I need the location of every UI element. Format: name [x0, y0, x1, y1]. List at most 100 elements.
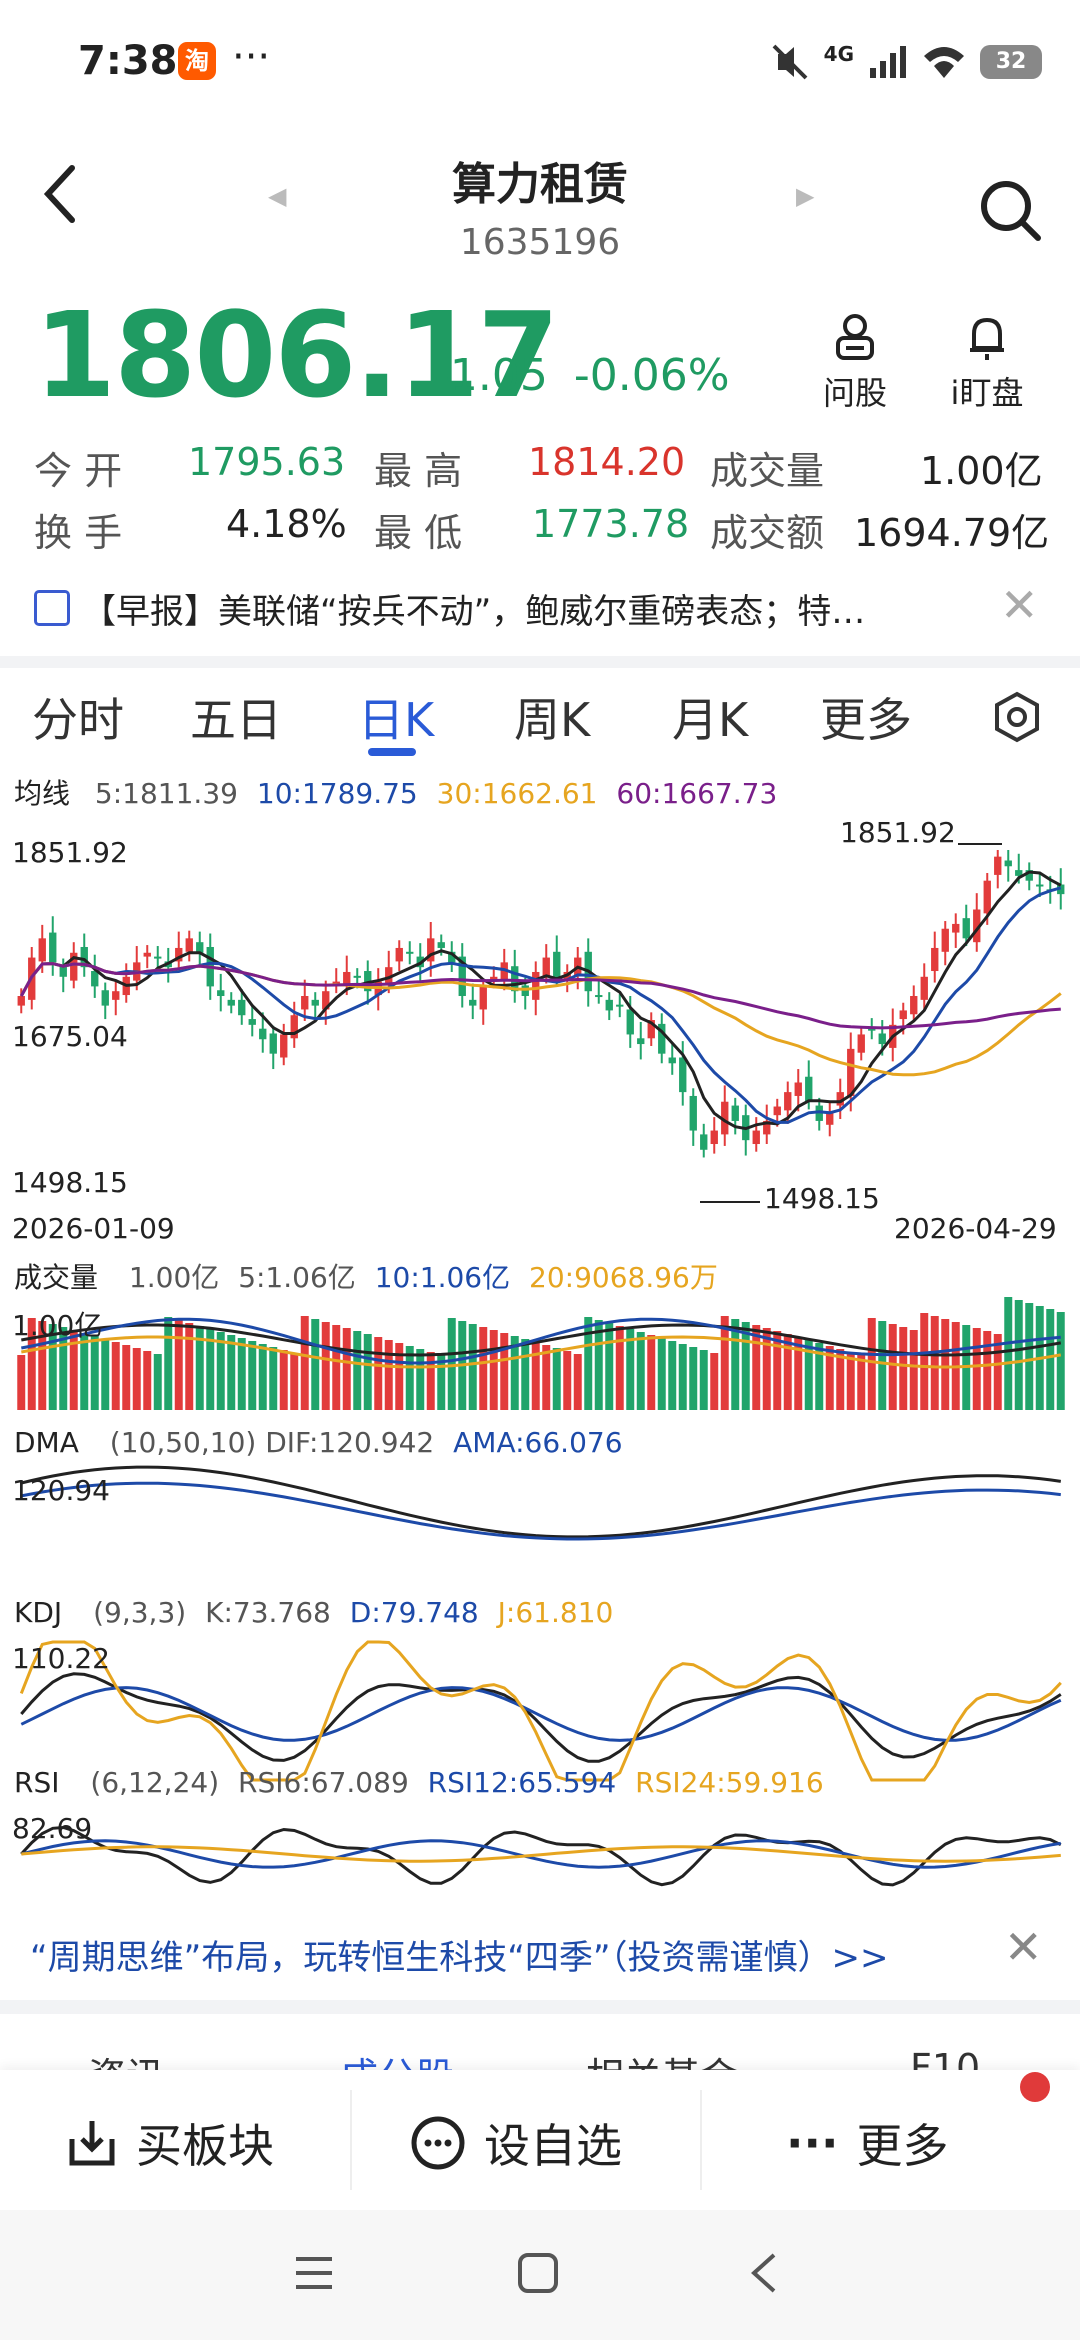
ad-text[interactable]: “周期思维”布局，玩转恒生科技“四季”（投资需谨慎）>>: [30, 1938, 889, 1978]
more-dots-icon: ···: [786, 2116, 839, 2170]
candle-body: [437, 942, 445, 948]
news-text[interactable]: 【早报】美联储“按兵不动”，鲍威尔重磅表态；特…: [82, 592, 866, 632]
more-button[interactable]: ··· 更多: [786, 2110, 948, 2176]
candle-body: [710, 1130, 718, 1145]
volume-bar: [605, 1323, 614, 1410]
candle-body: [721, 1101, 729, 1135]
status-icons: 4G 32: [770, 42, 1042, 82]
kline-chart[interactable]: [0, 770, 1080, 1910]
buy-sector-button[interactable]: 买板块: [66, 2110, 274, 2176]
volume-bar: [59, 1327, 68, 1410]
candle-body: [731, 1105, 739, 1121]
kdj-d-line: [20, 1686, 1062, 1742]
volume-bar: [90, 1336, 99, 1410]
candle-body: [448, 951, 456, 963]
quote-row-1: 今 开 1795.63 最 高 1814.20 成交量 1.00亿: [34, 440, 1054, 496]
volume-bar: [752, 1325, 761, 1410]
add-watchlist-label: 设自选: [484, 2119, 622, 2173]
candle-body: [1025, 870, 1033, 881]
volume-bar: [773, 1331, 782, 1410]
volume-bar: [416, 1349, 425, 1410]
ma-label[interactable]: 均线: [14, 777, 71, 810]
candle-body: [17, 996, 25, 1006]
candle-body: [626, 1009, 634, 1035]
candle-body: [668, 1057, 676, 1064]
kdj-legend: KDJ (9,3,3) K:73.768 D:79.748 J:61.810: [14, 1596, 613, 1629]
dma-params: (10,50,10): [109, 1426, 257, 1459]
volume-bar: [815, 1343, 824, 1410]
stock-code: 1635196: [459, 222, 621, 263]
volume-bar: [930, 1316, 939, 1410]
volume-bar: [311, 1319, 320, 1410]
ma30-value: 30:1662.61: [436, 777, 598, 810]
settings-icon[interactable]: [990, 690, 1044, 748]
volume-bar: [27, 1318, 36, 1410]
tab-five-day[interactable]: 五日: [190, 693, 282, 747]
back-icon[interactable]: [40, 160, 100, 240]
next-stock-arrow-icon[interactable]: ▶: [796, 182, 815, 210]
rsi-label[interactable]: RSI: [14, 1766, 60, 1799]
candle-body: [217, 990, 225, 997]
search-icon[interactable]: [978, 178, 1042, 246]
add-watchlist-button[interactable]: 设自选: [410, 2110, 622, 2176]
system-back-icon[interactable]: [744, 2240, 788, 2310]
volume-indicator-label[interactable]: 成交量: [14, 1261, 99, 1294]
volume-bar: [447, 1318, 456, 1410]
volume-bar: [363, 1334, 372, 1410]
rsi-axis-label: 82.69: [12, 1812, 93, 1845]
ask-stock-icon: [836, 314, 874, 360]
volume-bar: [437, 1355, 446, 1410]
divider: [0, 2000, 1080, 2014]
tab-intraday[interactable]: 分时: [32, 693, 124, 747]
dma-label[interactable]: DMA: [14, 1426, 79, 1459]
current-price: 1806.17: [34, 286, 559, 424]
dma-dif-line: [20, 1465, 1062, 1539]
close-ad-icon[interactable]: ✕: [1004, 1920, 1043, 1974]
volume-bar: [1056, 1312, 1065, 1410]
candle-body: [1036, 884, 1044, 887]
candle-body: [101, 990, 109, 1006]
kdj-k: K:73.768: [205, 1596, 331, 1629]
divider: [700, 2090, 702, 2190]
volume-bar: [101, 1339, 110, 1410]
candle-body: [941, 928, 949, 952]
kdj-k-line: [20, 1672, 1062, 1763]
candle-body: [752, 1130, 760, 1145]
wifi-icon: [924, 47, 964, 78]
candle-body: [605, 999, 613, 1011]
kdj-label[interactable]: KDJ: [14, 1596, 63, 1629]
ma10-value: 10:1789.75: [256, 777, 418, 810]
tab-daily-k[interactable]: 日K: [358, 693, 435, 747]
news-banner[interactable]: 【早报】美联储“按兵不动”，鲍威尔重磅表态；特… ✕: [0, 578, 1080, 642]
status-time: 7:38: [78, 38, 178, 84]
ad-banner[interactable]: “周期思维”布局，玩转恒生科技“四季”（投资需谨慎）>> ✕: [0, 1920, 1080, 1990]
candle-body: [196, 942, 204, 953]
close-news-icon[interactable]: ✕: [1000, 578, 1039, 632]
volume-bar: [573, 1354, 582, 1410]
home-icon[interactable]: [516, 2240, 560, 2310]
volume-bar: [468, 1324, 477, 1410]
candle-body: [805, 1076, 813, 1102]
volume-bar: [699, 1350, 708, 1410]
candle-body: [175, 947, 183, 962]
candle-body: [290, 1015, 298, 1039]
candle-body: [920, 976, 928, 1000]
candle-body: [154, 956, 162, 959]
signal-icon: [870, 46, 906, 78]
low-label: 最 低: [374, 511, 463, 555]
dma-axis-label: 120.94: [12, 1474, 110, 1507]
prev-stock-arrow-icon[interactable]: ◀: [268, 182, 287, 210]
candle-body: [542, 957, 550, 976]
recent-apps-icon[interactable]: [292, 2240, 336, 2310]
kline-high-axis-label: 1851.92: [12, 836, 128, 869]
tab-weekly-k[interactable]: 周K: [514, 693, 591, 747]
tab-monthly-k[interactable]: 月K: [672, 693, 749, 747]
watch-board-button[interactable]: i盯盘: [932, 312, 1042, 414]
ask-stock-button[interactable]: 问股: [800, 312, 910, 414]
tab-more[interactable]: 更多: [820, 693, 912, 747]
watch-board-label: i盯盘: [950, 374, 1024, 412]
page-title: 算力租赁: [452, 159, 628, 210]
candle-body: [311, 999, 319, 1006]
kline-mid-axis-label: 1675.04: [12, 1020, 128, 1053]
kline-min-marker: 1498.15: [764, 1182, 880, 1215]
